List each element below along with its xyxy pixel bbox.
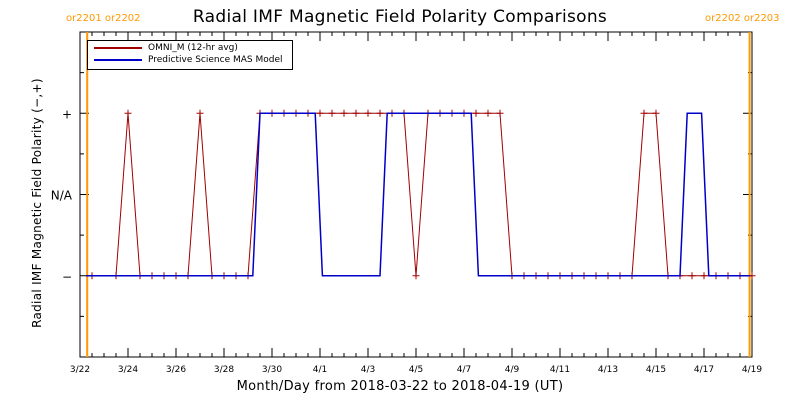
legend-item-omni: OMNI_M (12-hr avg) — [94, 42, 238, 54]
x-tick-label: 4/1 — [313, 365, 327, 375]
x-axis-label: Month/Day from 2018-03-22 to 2018-04-19 … — [236, 379, 564, 394]
x-tick-label: 4/15 — [646, 365, 666, 375]
y-tick-label: N/A — [51, 189, 73, 203]
data-point-omni — [688, 272, 696, 280]
series-line-mas — [86, 112, 750, 277]
data-point-omni — [340, 109, 348, 117]
data-point-omni — [472, 109, 480, 117]
carrington-label-end: or2202 or2203 — [705, 13, 780, 24]
data-point-omni — [640, 109, 648, 117]
data-point-omni — [496, 109, 504, 117]
data-point-omni — [748, 272, 756, 280]
data-point-omni — [316, 109, 324, 117]
x-tick-label: 4/19 — [742, 365, 762, 375]
axes: 3/22 3/24 3/26 3/28 3/30 4/1 4/3 4/5 4/7 4/9 4/11 4… — [51, 31, 762, 375]
data-point-omni — [376, 109, 384, 117]
legend: OMNI_M (12-hr avg) Predictive Science MA… — [87, 40, 293, 70]
data-point-omni — [364, 109, 372, 117]
x-tick-label: 3/22 — [70, 365, 90, 375]
legend-swatch-mas — [94, 58, 142, 61]
legend-item-mas: Predictive Science MAS Model — [94, 54, 283, 66]
x-tick-label: 4/17 — [694, 365, 714, 375]
chart-title: Radial IMF Magnetic Field Polarity Compa… — [192, 7, 608, 27]
x-tick-label: 4/7 — [457, 365, 471, 375]
data-point-omni — [484, 109, 492, 117]
plot-frame — [79, 31, 753, 358]
legend-label-mas: Predictive Science MAS Model — [148, 55, 283, 65]
legend-swatch-omni — [94, 46, 142, 49]
x-tick-label: 4/11 — [550, 365, 570, 375]
carrington-label-start: or2201 or2202 — [66, 13, 141, 24]
legend-label-omni: OMNI_M (12-hr avg) — [148, 43, 238, 53]
x-tick-label: 4/5 — [409, 365, 423, 375]
data-point-omni — [352, 109, 360, 117]
series-line-omni — [92, 112, 752, 277]
data-point-omni — [328, 109, 336, 117]
carrington-markers — [86, 32, 751, 357]
x-tick-label: 3/24 — [118, 365, 138, 375]
x-tick-label: 3/26 — [166, 365, 186, 375]
data-point-omni — [652, 109, 660, 117]
x-tick-label: 4/3 — [361, 365, 375, 375]
x-tick-label: 4/9 — [505, 365, 520, 375]
y-tick-label: + — [62, 107, 72, 121]
x-tick-label: 4/13 — [598, 365, 618, 375]
series — [86, 109, 756, 280]
x-tick-label: 3/28 — [214, 365, 234, 375]
data-point-omni — [700, 272, 708, 280]
y-axis-label: Radial IMF Magnetic Field Polarity (−,+) — [30, 78, 44, 328]
x-tick-label: 3/30 — [262, 365, 282, 375]
data-point-omni — [196, 109, 204, 117]
data-point-omni — [124, 109, 132, 117]
y-tick-label: − — [62, 270, 72, 284]
data-point-omni — [412, 272, 420, 280]
